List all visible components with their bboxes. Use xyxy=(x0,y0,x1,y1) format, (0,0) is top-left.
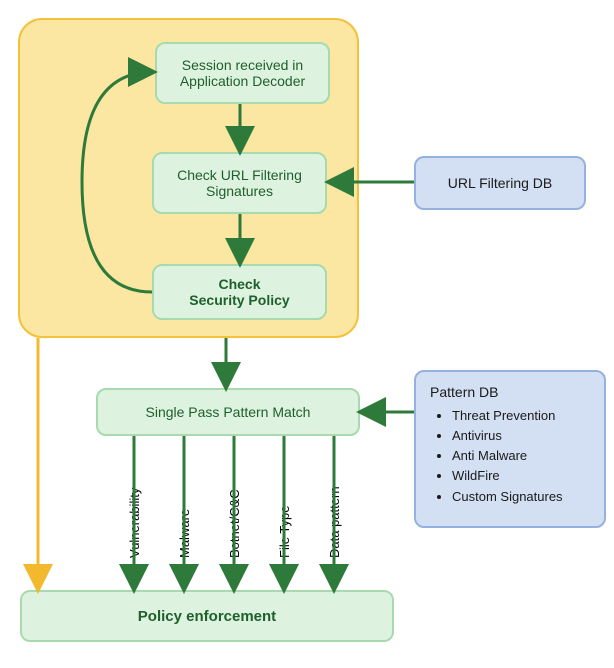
pattern-db-item: Anti Malware xyxy=(452,446,563,466)
url-filtering-db-label: URL Filtering DB xyxy=(448,175,553,191)
lane-label-vulnerability: Vulnerability xyxy=(127,488,142,558)
lane-label-malware: Malware xyxy=(177,509,192,558)
security-policy-node: Check Security Policy xyxy=(152,264,327,320)
lane-label-botnet: Botnet/C&C xyxy=(227,489,242,558)
url-filtering-db-node: URL Filtering DB xyxy=(414,156,586,210)
session-received-node: Session received in Application Decoder xyxy=(155,42,330,104)
policy-enforcement-label: Policy enforcement xyxy=(138,608,276,625)
url-filtering-node: Check URL Filtering Signatures xyxy=(152,152,327,214)
pattern-db-item: Antivirus xyxy=(452,426,563,446)
url-filtering-label: Check URL Filtering Signatures xyxy=(162,167,317,199)
lane-label-filetype: File Type xyxy=(277,505,292,558)
pattern-db-item: Threat Prevention xyxy=(452,406,563,426)
single-pass-label: Single Pass Pattern Match xyxy=(146,404,311,420)
lane-label-datapattern: Data pattern xyxy=(327,486,342,558)
pattern-db-item: Custom Signatures xyxy=(452,487,563,507)
pattern-db-node: Pattern DB Threat Prevention Antivirus A… xyxy=(414,370,606,528)
pattern-db-list: Threat Prevention Antivirus Anti Malware… xyxy=(430,406,563,507)
policy-enforcement-node: Policy enforcement xyxy=(20,590,394,642)
security-policy-label: Check Security Policy xyxy=(189,276,289,308)
pattern-db-item: WildFire xyxy=(452,466,563,486)
single-pass-node: Single Pass Pattern Match xyxy=(96,388,360,436)
pattern-db-title: Pattern DB xyxy=(430,384,498,406)
session-received-label: Session received in Application Decoder xyxy=(165,57,320,89)
